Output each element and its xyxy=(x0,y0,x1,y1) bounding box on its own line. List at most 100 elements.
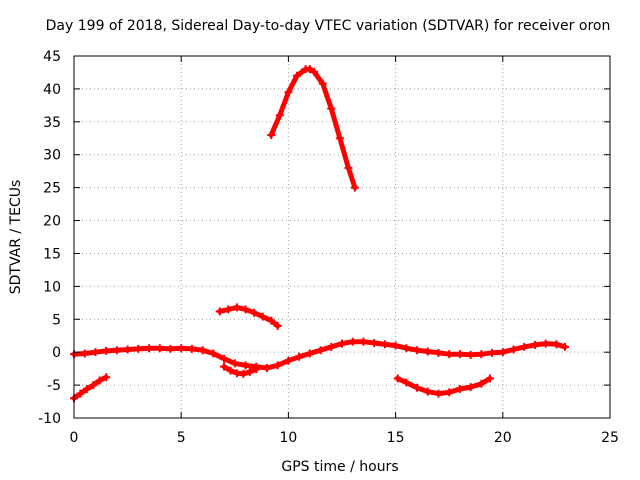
data-point xyxy=(209,349,218,358)
y-tick-label: 10 xyxy=(43,279,61,295)
data-point xyxy=(316,346,325,355)
series-arc-1 xyxy=(70,373,111,403)
data-point xyxy=(250,308,259,317)
data-point xyxy=(134,344,143,353)
data-point xyxy=(177,344,186,353)
grid-lines xyxy=(74,56,610,418)
y-tick-label: 40 xyxy=(43,82,61,98)
y-tick-label: 15 xyxy=(43,246,61,262)
data-point xyxy=(445,350,454,359)
y-tick-label: 5 xyxy=(52,312,61,328)
data-point xyxy=(338,339,346,348)
data-point xyxy=(215,307,224,316)
series-trace xyxy=(395,376,493,397)
data-point xyxy=(520,342,529,351)
data-point xyxy=(102,346,111,355)
data-point xyxy=(241,361,250,370)
series-trace xyxy=(268,66,358,191)
data-point xyxy=(295,352,304,361)
x-tick-label: 20 xyxy=(494,430,512,446)
data-point xyxy=(220,362,229,371)
x-tick-label: 0 xyxy=(70,430,79,446)
data-point xyxy=(91,348,100,357)
data-point xyxy=(258,312,267,321)
y-tick-label: 20 xyxy=(43,214,61,230)
y-tick-label: 35 xyxy=(43,115,61,131)
data-point xyxy=(434,348,443,357)
data-point xyxy=(509,345,518,354)
data-point xyxy=(541,339,550,348)
data-point xyxy=(413,346,422,355)
y-tick-label: 30 xyxy=(43,148,61,164)
data-point xyxy=(273,321,282,330)
data-point xyxy=(466,350,475,359)
data-point xyxy=(485,374,494,383)
data-point xyxy=(318,79,327,88)
series-arc-3 xyxy=(220,362,261,378)
x-tick-label: 10 xyxy=(279,430,297,446)
data-point xyxy=(275,111,284,120)
data-point xyxy=(348,337,357,346)
data-point xyxy=(241,305,250,314)
data-point xyxy=(552,340,561,349)
y-axis-label: SDTVAR / TECUs xyxy=(8,180,24,295)
data-point xyxy=(466,383,475,392)
data-point xyxy=(477,350,486,359)
data-point xyxy=(455,350,464,359)
data-point xyxy=(327,104,336,113)
data-point xyxy=(310,67,319,76)
data-point xyxy=(498,348,507,357)
data-point xyxy=(455,385,464,394)
data-point xyxy=(434,389,443,398)
data-point xyxy=(530,340,539,349)
data-point xyxy=(423,387,432,396)
axis-ticks: 0 5 10 15 20 25 -10 -5 0 5 10 15 20 25 30 35 40 45 xyxy=(38,49,619,446)
data-point xyxy=(230,359,239,368)
x-tick-label: 15 xyxy=(387,430,405,446)
data-point xyxy=(252,365,261,374)
data-point xyxy=(445,388,454,397)
x-tick-label: 25 xyxy=(601,430,619,446)
data-point xyxy=(224,305,233,314)
data-point xyxy=(284,88,293,97)
data-point xyxy=(220,354,229,363)
data-point xyxy=(232,303,241,312)
series-arc-4 xyxy=(215,303,282,330)
y-tick-label: 25 xyxy=(43,181,61,197)
data-point xyxy=(273,361,282,370)
data-point xyxy=(112,346,121,355)
data-point xyxy=(423,347,432,356)
data-point xyxy=(166,344,175,353)
series-arc-6 xyxy=(393,374,494,398)
data-point xyxy=(226,366,235,375)
data-point xyxy=(76,389,85,398)
chart-title: Day 199 of 2018, Sidereal Day-to-day VTE… xyxy=(46,18,611,34)
y-tick-label: -5 xyxy=(47,378,61,394)
data-point xyxy=(95,376,104,385)
x-tick-label: 5 xyxy=(177,430,186,446)
data-point xyxy=(488,348,497,357)
data-point xyxy=(391,341,400,350)
data-series xyxy=(70,65,569,403)
y-tick-label: 0 xyxy=(52,345,61,361)
data-point xyxy=(305,349,314,358)
data-point xyxy=(145,344,154,353)
y-tick-label: -10 xyxy=(38,411,61,427)
data-point xyxy=(82,385,91,394)
data-point xyxy=(350,183,359,192)
data-point xyxy=(477,379,486,388)
data-point xyxy=(327,342,336,351)
data-point xyxy=(402,344,411,353)
y-tick-label: 45 xyxy=(43,49,61,65)
series-arc-5 xyxy=(267,65,359,192)
data-point xyxy=(239,369,248,378)
data-point xyxy=(267,130,276,139)
data-point xyxy=(560,342,569,351)
data-point xyxy=(102,373,111,382)
data-point xyxy=(187,344,196,353)
data-point xyxy=(380,340,389,349)
data-point xyxy=(370,338,379,347)
data-point xyxy=(305,65,314,74)
data-point xyxy=(245,367,254,376)
